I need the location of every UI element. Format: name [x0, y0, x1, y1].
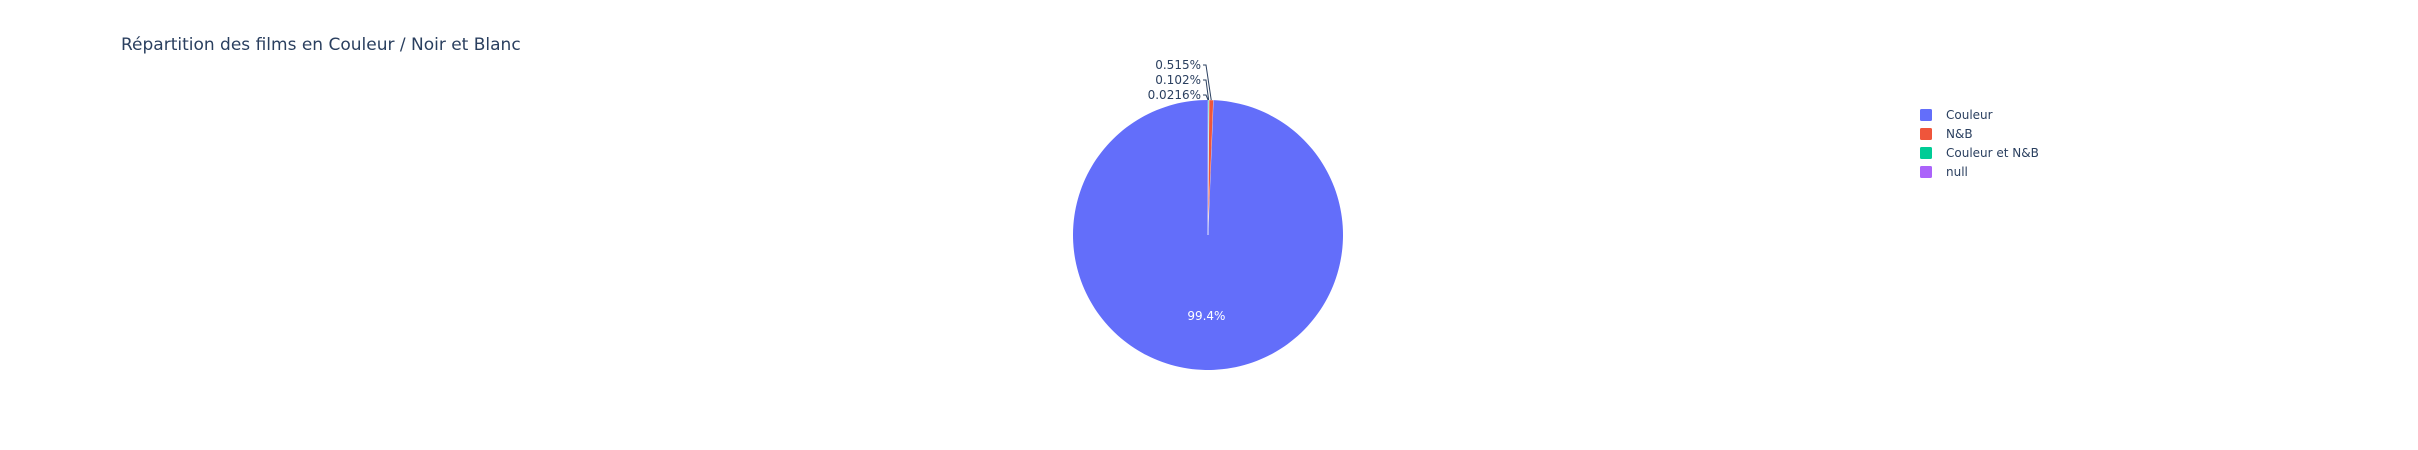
legend-label-n-b-1: N&B	[1946, 127, 1973, 141]
pie-label-leader-null-3	[1203, 94, 1209, 101]
legend-label-null-3: null	[1946, 165, 1968, 179]
legend-item-couleur-0[interactable]: Couleur	[1920, 108, 1993, 122]
pie-slices	[1072, 99, 1343, 370]
legend-swatch-null-3	[1920, 166, 1932, 178]
legend-label-couleur-0: Couleur	[1946, 108, 1993, 122]
legend-swatch-couleur-et-n-b-2	[1920, 147, 1932, 159]
legend-swatch-couleur-0	[1920, 109, 1932, 121]
pie-label-couleur-et-n-b-2: 0.102%	[1155, 73, 1201, 87]
legend-item-couleur-et-n-b-2[interactable]: Couleur et N&B	[1920, 146, 2039, 160]
legend-item-null-3[interactable]: null	[1920, 165, 1968, 179]
pie-label-leader-n-b-1	[1203, 64, 1212, 101]
pie-label-couleur-0: 99.4%	[1187, 309, 1225, 323]
pie-label-null-3: 0.0216%	[1148, 88, 1201, 102]
legend-swatch-n-b-1	[1920, 128, 1932, 140]
chart-title: Répartition des films en Couleur / Noir …	[121, 35, 521, 55]
pie-label-n-b-1: 0.515%	[1155, 58, 1201, 72]
legend: Couleur N&B Couleur et N&B null	[1920, 108, 2039, 179]
pie-label-leader-couleur-et-n-b-2	[1203, 79, 1210, 101]
legend-item-n-b-1[interactable]: N&B	[1920, 127, 1973, 141]
pie-labels: 99.4% 0.515%0.102%0.0216%	[1148, 58, 1226, 323]
legend-label-couleur-et-n-b-2: Couleur et N&B	[1946, 146, 2039, 160]
